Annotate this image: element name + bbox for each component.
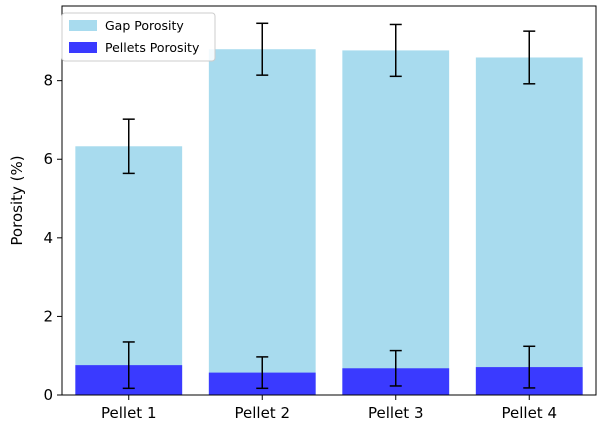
x-tick-label-2: Pellet 2 <box>235 404 291 422</box>
gap-porosity-bars <box>75 49 583 396</box>
legend-label-gap: Gap Porosity <box>105 18 184 33</box>
y-tick-label-2: 2 <box>43 307 53 325</box>
legend-swatch-gap <box>69 20 97 31</box>
y-tick-label-8: 8 <box>43 72 53 90</box>
x-tick-label-1: Pellet 1 <box>101 404 157 422</box>
bar-gap-2 <box>208 49 316 395</box>
legend-label-pellets: Pellets Porosity <box>105 40 200 55</box>
x-tick-label-3: Pellet 3 <box>368 404 424 422</box>
legend: Gap Porosity Pellets Porosity <box>61 12 216 62</box>
pellets-porosity-bars <box>75 365 583 395</box>
x-axis: Pellet 1 Pellet 2 Pellet 3 Pellet 4 <box>101 395 557 422</box>
error-bars <box>122 22 536 390</box>
legend-frame <box>61 12 216 62</box>
y-tick-label-0: 0 <box>43 386 53 404</box>
bar-gap-3 <box>342 50 450 396</box>
x-tick-label-4: Pellet 4 <box>502 404 558 422</box>
y-tick-label-6: 6 <box>43 150 53 168</box>
legend-swatch-pellets <box>69 42 97 53</box>
y-axis: 0 2 4 6 8 <box>43 72 62 404</box>
y-axis-label: Porosity (%) <box>8 155 26 245</box>
y-tick-label-4: 4 <box>43 229 53 247</box>
bar-gap-4 <box>475 57 583 396</box>
plot-frame <box>61 5 597 396</box>
